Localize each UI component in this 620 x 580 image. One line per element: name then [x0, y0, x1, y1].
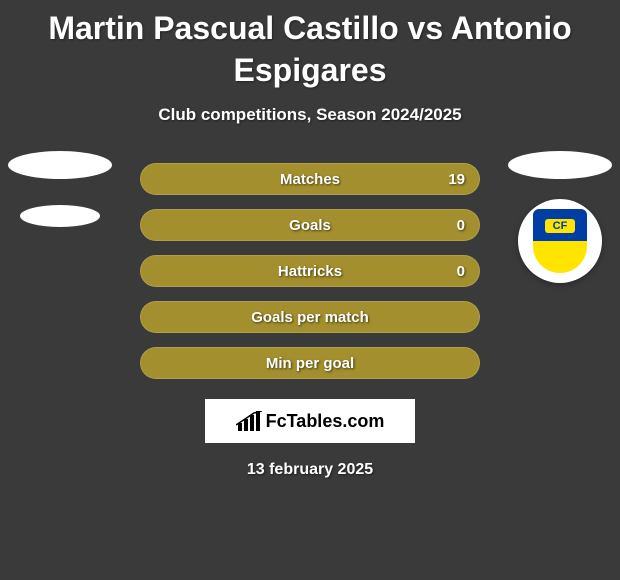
stat-bar: Matches19: [140, 163, 480, 195]
brand-text: FcTables.com: [266, 411, 385, 432]
subtitle: Club competitions, Season 2024/2025: [0, 105, 620, 125]
oval-placeholder: [508, 151, 612, 179]
stat-label: Min per goal: [141, 348, 479, 380]
club-badge-shield: CF: [533, 209, 587, 273]
chart-icon: [236, 411, 262, 431]
stat-label: Hattricks: [141, 256, 479, 288]
stat-label: Goals: [141, 210, 479, 242]
stat-value: 0: [457, 256, 465, 288]
shield-abbr: CF: [545, 219, 575, 233]
stat-bar: Hattricks0: [140, 255, 480, 287]
stat-label: Goals per match: [141, 302, 479, 334]
date-text: 13 february 2025: [0, 461, 620, 479]
stat-value: 0: [457, 210, 465, 242]
oval-placeholder-small: [20, 205, 100, 227]
brand-badge: FcTables.com: [205, 399, 415, 443]
stat-bar: Min per goal: [140, 347, 480, 379]
oval-placeholder: [8, 151, 112, 179]
stat-bar: Goals per match: [140, 301, 480, 333]
stat-bars: Matches19Goals0Hattricks0Goals per match…: [140, 163, 480, 393]
comparison-card: Martin Pascual Castillo vs Antonio Espig…: [0, 0, 620, 580]
shield-bottom: [533, 241, 587, 273]
page-title: Martin Pascual Castillo vs Antonio Espig…: [0, 0, 620, 91]
left-player-placeholder: [8, 151, 112, 253]
stat-bar: Goals0: [140, 209, 480, 241]
stat-value: 19: [448, 164, 465, 196]
club-badge: CF: [518, 199, 602, 283]
stats-area: CF Matches19Goals0Hattricks0Goals per ma…: [0, 163, 620, 393]
stat-label: Matches: [141, 164, 479, 196]
right-player-placeholder: CF: [508, 151, 612, 283]
